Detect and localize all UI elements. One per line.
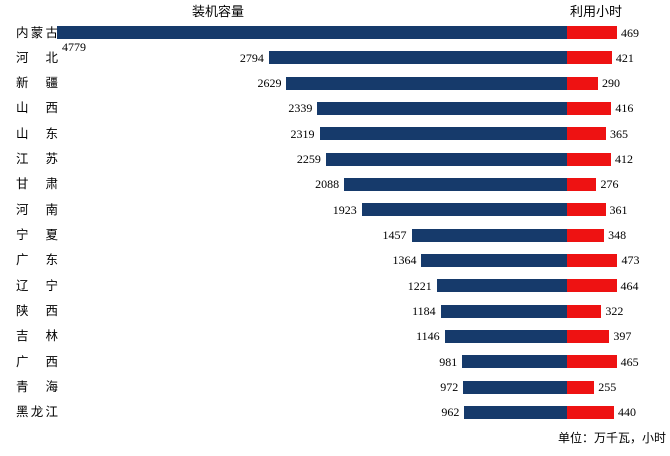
hours-bar — [567, 203, 606, 217]
capacity-bar — [361, 203, 567, 217]
hours-value-label: 440 — [617, 405, 636, 420]
hours-value-label: 361 — [609, 202, 628, 217]
capacity-bar — [440, 304, 567, 318]
capacity-value-label: 1364 — [392, 253, 417, 268]
capacity-bar — [57, 26, 567, 39]
capacity-value-label: 962 — [441, 405, 460, 420]
category-label: 河南 — [16, 202, 58, 217]
category-label: 宁夏 — [16, 228, 58, 243]
category-label: 广东 — [16, 253, 58, 268]
hours-bar — [567, 101, 612, 115]
category-label: 山东 — [16, 126, 58, 141]
unit-note: 单位：万千瓦，小时 — [557, 431, 666, 445]
hours-value-label: 416 — [615, 101, 634, 116]
hours-bar — [567, 405, 614, 419]
category-label: 山西 — [16, 101, 58, 116]
hours-value-label: 322 — [605, 304, 624, 319]
category-label: 青海 — [16, 380, 58, 395]
capacity-value-label: 1457 — [382, 228, 407, 243]
hours-value-label: 421 — [615, 50, 634, 65]
category-label: 黑龙江 — [16, 405, 58, 420]
capacity-bar — [319, 127, 567, 141]
hours-value-label: 348 — [608, 228, 627, 243]
category-label: 辽宁 — [16, 278, 58, 293]
category-label: 江苏 — [16, 152, 58, 167]
hours-bar — [567, 355, 617, 369]
hours-bar — [567, 329, 610, 343]
capacity-value-label: 2088 — [315, 177, 340, 192]
right-series-title: 利用小时 — [569, 4, 622, 19]
capacity-value-label: 1221 — [407, 278, 432, 293]
capacity-bar — [325, 152, 567, 166]
hours-value-label: 464 — [620, 278, 639, 293]
capacity-value-label: 972 — [440, 380, 459, 395]
hours-bar — [567, 26, 618, 39]
hours-bar — [567, 380, 595, 394]
capacity-bar — [411, 228, 567, 242]
category-label: 甘肃 — [16, 177, 58, 192]
hours-bar — [567, 304, 602, 318]
capacity-value-label: 2629 — [257, 76, 282, 91]
capacity-value-label: 1923 — [332, 202, 357, 217]
category-label: 河北 — [16, 50, 58, 65]
hours-bar — [567, 177, 597, 191]
hours-value-label: 397 — [613, 329, 632, 344]
hours-value-label: 365 — [609, 126, 628, 141]
category-label: 新疆 — [16, 76, 58, 91]
hours-bar — [567, 228, 605, 242]
hours-value-label: 465 — [620, 354, 639, 369]
hours-value-label: 473 — [621, 253, 640, 268]
left-series-title: 装机容量 — [191, 4, 244, 19]
capacity-bar — [444, 329, 567, 343]
hours-bar — [567, 279, 617, 293]
category-label: 陕西 — [16, 304, 58, 319]
capacity-value-label: 2319 — [290, 126, 315, 141]
capacity-bar — [344, 177, 567, 191]
capacity-bar — [464, 405, 567, 419]
category-label: 内蒙古 — [16, 25, 58, 40]
hours-value-label: 290 — [601, 76, 620, 91]
capacity-value-label: 2339 — [288, 101, 313, 116]
capacity-bar — [317, 101, 567, 115]
capacity-bar — [436, 279, 567, 293]
capacity-bar — [421, 253, 567, 267]
capacity-value-label: 2794 — [239, 50, 264, 65]
capacity-value-label: 1184 — [412, 304, 436, 319]
capacity-bar — [286, 76, 567, 90]
hours-bar — [567, 51, 612, 65]
capacity-value-label: 1146 — [416, 329, 440, 344]
capacity-bar — [268, 51, 567, 65]
hours-bar — [567, 253, 618, 267]
category-label: 广西 — [16, 354, 58, 369]
capacity-bar — [463, 380, 567, 394]
capacity-value-label: 2259 — [296, 152, 321, 167]
hours-bar — [567, 127, 606, 141]
hours-value-label: 276 — [600, 177, 619, 192]
hours-bar — [567, 152, 611, 166]
capacity-bar — [462, 355, 567, 369]
hours-value-label: 255 — [598, 380, 617, 395]
category-label: 吉林 — [16, 329, 58, 344]
hours-bar — [567, 76, 598, 90]
capacity-value-label: 4779 — [62, 39, 86, 54]
capacity-value-label: 981 — [439, 354, 458, 369]
hours-value-label: 412 — [614, 152, 633, 167]
hours-value-label: 469 — [621, 25, 640, 40]
